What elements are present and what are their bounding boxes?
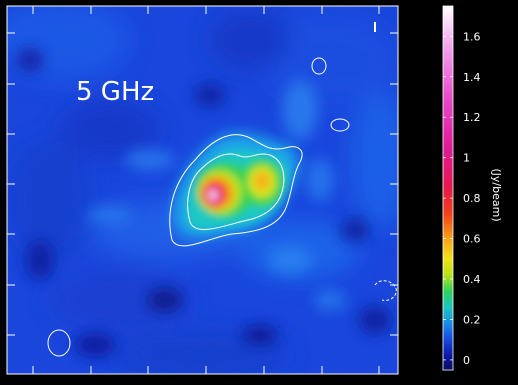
contour-lines <box>47 57 397 357</box>
colorbar-gradient <box>443 6 453 370</box>
map-ticks <box>7 6 398 374</box>
colorbar-tick-label: 0.8 <box>463 192 481 205</box>
intensity-map <box>7 6 398 374</box>
colorbar-tick-label: 1.4 <box>463 71 481 84</box>
colorbar-tick-label: 1 <box>463 152 470 165</box>
colorbar-unit-label: (Jy/beam) <box>490 168 503 221</box>
colorbar-tick-label: 0.4 <box>463 273 481 286</box>
colorbar-tick-label: 0.2 <box>463 313 481 326</box>
colorbar-tick-label: 1.6 <box>463 30 481 43</box>
colorbar-tick-label: 0 <box>463 354 470 367</box>
colorbar-tick-label: 1.2 <box>463 111 481 124</box>
frequency-label: 5 GHz <box>76 77 154 107</box>
colorbar-tick-label: 0.6 <box>463 233 481 246</box>
marker-tick <box>374 22 376 32</box>
map-frame <box>6 5 399 375</box>
colorbar: 0 0.2 0.4 0.6 0.8 1 1.2 1.4 1.6 (Jy/beam) <box>442 5 503 371</box>
